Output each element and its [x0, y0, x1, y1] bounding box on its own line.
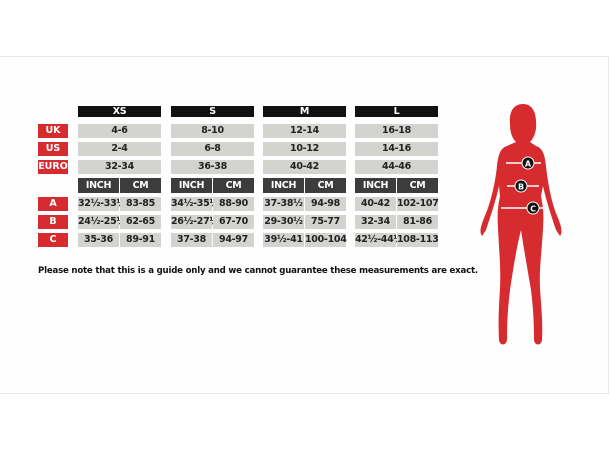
measure-cm-a: 83-85: [120, 197, 161, 211]
measure-line-c: C: [501, 201, 543, 215]
measure-cm-b: 75-77: [305, 215, 346, 229]
measure-inch-a: 40-42: [355, 197, 396, 211]
marker-a: A: [525, 160, 532, 169]
measure-inch-a: 37-38½: [263, 197, 304, 211]
size-header-s: S: [171, 106, 254, 117]
unit-header-cm: CM: [305, 178, 346, 193]
size-cell-us: 2-4: [78, 142, 161, 156]
unit-header-inch: INCH: [355, 178, 396, 193]
measure-cm-a: 88-90: [213, 197, 254, 211]
measure-cm-c: 100-104: [305, 233, 347, 247]
unit-header-cm: CM: [213, 178, 254, 193]
size-cell-uk: 4-6: [78, 124, 161, 138]
size-cell-us: 10-12: [263, 142, 346, 156]
row-label-b: B: [38, 215, 68, 229]
measure-inch-b: 29-30½: [263, 215, 304, 229]
marker-c: C: [530, 205, 536, 214]
measure-cm-c: 94-97: [213, 233, 254, 247]
disclaimer-note: Please note that this is a guide only an…: [38, 266, 478, 276]
size-cell-uk: 12-14: [263, 124, 346, 138]
measure-inch-b: 26½-27½: [171, 215, 219, 229]
measure-cm-b: 62-65: [120, 215, 161, 229]
unit-header-cm: CM: [397, 178, 438, 193]
measure-line-b: B: [507, 179, 539, 193]
measure-cm-b: 67-70: [213, 215, 254, 229]
row-label-euro: EURO: [38, 160, 68, 174]
unit-header-inch: INCH: [78, 178, 119, 193]
size-cell-uk: 16-18: [355, 124, 438, 138]
measure-inch-c: 37-38: [171, 233, 212, 247]
measure-inch-a: 34½-35½: [171, 197, 219, 211]
measure-inch-b: 24½-25½: [78, 215, 126, 229]
measure-inch-c: 35-36: [78, 233, 119, 247]
row-label-a: A: [38, 197, 68, 211]
silhouette: [480, 104, 562, 345]
row-label-uk: UK: [38, 124, 68, 138]
unit-header-inch: INCH: [263, 178, 304, 193]
unit-header-inch: INCH: [171, 178, 212, 193]
body-silhouette-figure: A B C: [480, 104, 562, 345]
measure-line-a: A: [506, 156, 541, 170]
measure-cm-a: 94-98: [305, 197, 346, 211]
size-cell-us: 6-8: [171, 142, 254, 156]
measure-cm-b: 81-86: [397, 215, 438, 229]
marker-b: B: [518, 183, 524, 192]
size-cell-euro: 40-42: [263, 160, 346, 174]
size-cell-us: 14-16: [355, 142, 438, 156]
measure-cm-c: 108-113: [397, 233, 439, 247]
measure-cm-c: 89-91: [120, 233, 161, 247]
size-header-xs: XS: [78, 106, 161, 117]
size-cell-euro: 36-38: [171, 160, 254, 174]
size-header-m: M: [263, 106, 346, 117]
size-cell-euro: 44-46: [355, 160, 438, 174]
row-label-c: C: [38, 233, 68, 247]
measure-inch-c: 42½-44½: [355, 233, 403, 247]
row-label-us: US: [38, 142, 68, 156]
size-cell-euro: 32-34: [78, 160, 161, 174]
unit-header-cm: CM: [120, 178, 161, 193]
measure-cm-a: 102-107: [397, 197, 439, 211]
measure-inch-a: 32½-33½: [78, 197, 126, 211]
measure-inch-c: 39½-41: [263, 233, 304, 247]
size-header-l: L: [355, 106, 438, 117]
size-cell-uk: 8-10: [171, 124, 254, 138]
measure-inch-b: 32-34: [355, 215, 396, 229]
